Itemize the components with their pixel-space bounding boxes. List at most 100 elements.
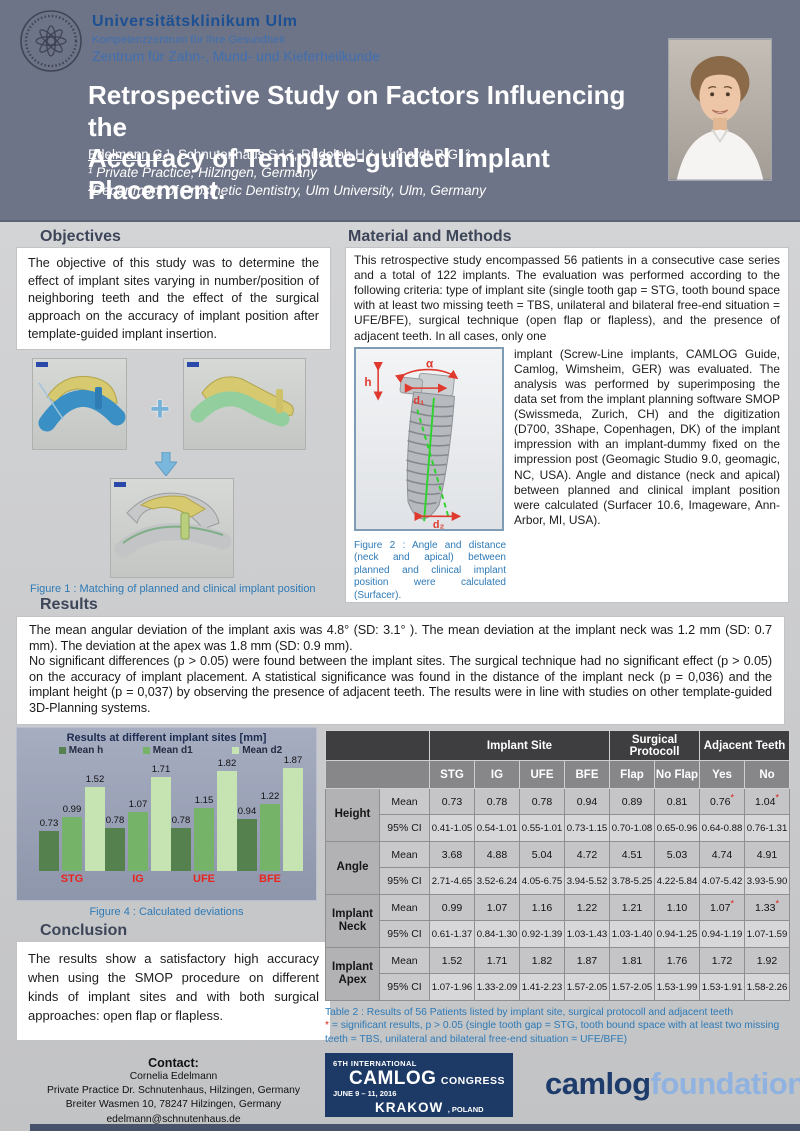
bar-mean-h: 0.78 [171,815,191,871]
table-cell: 0.73 [429,788,475,815]
bar-value-label: 1.87 [283,755,303,767]
bar-value-label: 1.82 [217,757,237,769]
bar-value-label: 1.52 [85,774,105,786]
legend-swatch-mean-h [58,747,66,754]
chart-title: Results at different implant sites [mm] [66,732,267,744]
badge-krakow: KRAKOW [375,1100,444,1115]
table-cell: 0.76-1.31 [744,814,791,842]
bar-mean-d2: 1.52 [85,774,105,871]
row-type-mean: Mean [379,841,430,868]
table-cell: 0.55-1.01 [519,814,565,842]
col-no: No [744,760,791,789]
jaw-model-matched [114,492,232,558]
header-band: Universitätsklinikum Ulm Kompetenzzentru… [0,0,800,222]
bar-value-label: 1.15 [194,794,214,806]
table-cell: 0.84-1.30 [474,920,520,948]
table-cell: 1.07* [699,894,746,921]
table-caption-line1: Table 2 : Results of 56 Patients listed … [325,1007,734,1018]
table-cell: 0.61-1.37 [429,920,475,948]
contact-practice: Private Practice Dr. Schnutenhaus, Hilzi… [47,1085,300,1097]
col-no-flap: No Flap [653,760,701,789]
table-cell: 1.21 [609,894,655,921]
legend-label-mean-d1: Mean d1 [152,745,193,756]
table-cell: 1.03-1.40 [609,920,655,948]
table-subheader-row: STG IG UFE BFE Flap No Flap Yes No [325,760,791,789]
table-cell: 3.78-5.25 [609,867,655,895]
figure1-clinical-model [183,358,306,450]
table-cell: 3.93-5.90 [744,867,791,895]
row-type-ci: 95% CI [379,814,430,842]
contact-heading: Contact: [148,1056,199,1070]
table-cell: 5.04 [519,841,565,868]
table-cell: 0.73-1.15 [564,814,610,842]
col-yes: Yes [699,760,746,789]
bar-mean-d1: 1.07 [128,799,148,871]
bar-value-label: 0.99 [62,803,82,815]
methods-heading: Material and Methods [348,228,512,245]
table-cell: 4.07-5.42 [699,867,746,895]
legend-label-mean-h: Mean h [68,745,104,756]
table-cell: 1.04* [744,788,791,815]
table-cell: 1.10 [653,894,701,921]
table-row-ci: 95% CI 0.61-1.37 0.84-1.30 0.92-1.39 1.03-1.… [326,920,791,948]
jaw-model-blue [38,375,126,432]
chart-category-label: IG [132,873,144,885]
objectives-box: The objective of this study was to deter… [16,247,331,350]
table-cell: 1.07 [474,894,520,921]
table-cell: 0.76* [699,788,746,815]
contact-email: edelmann@schnutenhaus.de [106,1113,241,1125]
bar-mean-d1: 0.99 [62,804,82,871]
table-cell: 1.53-1.99 [653,973,701,1001]
table-cell: 0.94-1.25 [653,920,701,948]
table-cell: 1.52 [429,947,475,974]
table-row-mean: Angle Mean 3.68 4.88 5.04 4.72 4.51 5.03 4.74 4.9… [325,841,791,895]
table-row-ci: 95% CI 0.41-1.05 0.54-1.01 0.55-1.01 0.73-1.… [326,814,791,842]
table-cell: 0.99 [429,894,475,921]
col-ufe: UFE [519,760,565,789]
table-group-header-row: Implant Site Surgical Protocoll Adjacent… [325,730,791,761]
table-cell: 4.22-5.84 [653,867,701,895]
table-cell: 5.03 [653,841,701,868]
table-cell: 1.53-1.91 [699,973,746,1001]
table-row-mean: Implant Apex Mean 1.52 1.71 1.82 1.87 1.81 1.76… [325,947,791,1001]
table-cell: 4.51 [609,841,655,868]
authors-block: Edelmann C.¹, Schnutenhaus S.¹,², Rudolp… [88,146,486,201]
table-cell: 0.70-1.08 [609,814,655,842]
panel-tag [114,482,126,487]
affiliation-1: ¹ Private Practice, Hilzingen, Germany [88,165,317,181]
jaw-model-green [190,376,294,427]
table-cell: 0.81 [653,788,701,815]
table-cell: 1.41-2.23 [519,973,565,1001]
organization-subline-1: Kompetenzzentrum für Ihre Gesundheit [92,33,285,46]
results-table-section: Implant Site Surgical Protocoll Adjacent… [325,730,791,1046]
figure4-caption: Figure 4 : Calculated deviations [89,906,244,918]
group-implant-site: Implant Site [429,730,610,761]
methods-box: This retrospective study encompassed 56 … [345,247,789,603]
chart-bar-cluster: 0.73 0.99 1.52 [39,758,105,871]
bar-value-label: 0.94 [237,806,257,818]
chart-group-ufe: 0.78 1.15 1.82 UFE [171,758,237,885]
table-cell: 1.57-2.05 [609,973,655,1001]
deviations-bar-chart: Results at different implant sites [mm] … [16,727,317,901]
table-corner [325,730,430,761]
bar-value-label: 0.78 [105,815,125,827]
bottom-bar [30,1124,800,1131]
table-cell: 1.03-1.43 [564,920,610,948]
bar-value-label: 0.78 [171,815,191,827]
bar-mean-h: 0.78 [105,815,125,871]
table-row-ci: 95% CI 2.71-4.65 3.52-6.24 4.05-6.75 3.94-5.… [326,867,791,895]
table-row-mean: Implant Neck Mean 0.99 1.07 1.16 1.22 1.21 1.10… [325,894,791,948]
table-corner-2 [325,760,430,789]
figure2-implant-diagram: α d₁ h d₂ [354,346,504,531]
table-cell: 0.92-1.39 [519,920,565,948]
row-type-mean: Mean [379,947,430,974]
table-cell: 4.88 [474,841,520,868]
table-cell: 3.94-5.52 [564,867,610,895]
table-cell: 1.16 [519,894,565,921]
significance-star: * [775,792,779,802]
contact-name: Cornelia Edelmann [129,1071,218,1082]
other-authors: ¹, Schnutenhaus S.¹,², Rudolph H.², Luth… [166,147,470,162]
contact-block: Contact: Cornelia Edelmann Private Pract… [16,1056,331,1127]
affiliation-2: ²Department of Prosthetic Dentistry, Ulm… [88,183,486,199]
legend-item-mean-d1: Mean d1 [142,745,193,756]
